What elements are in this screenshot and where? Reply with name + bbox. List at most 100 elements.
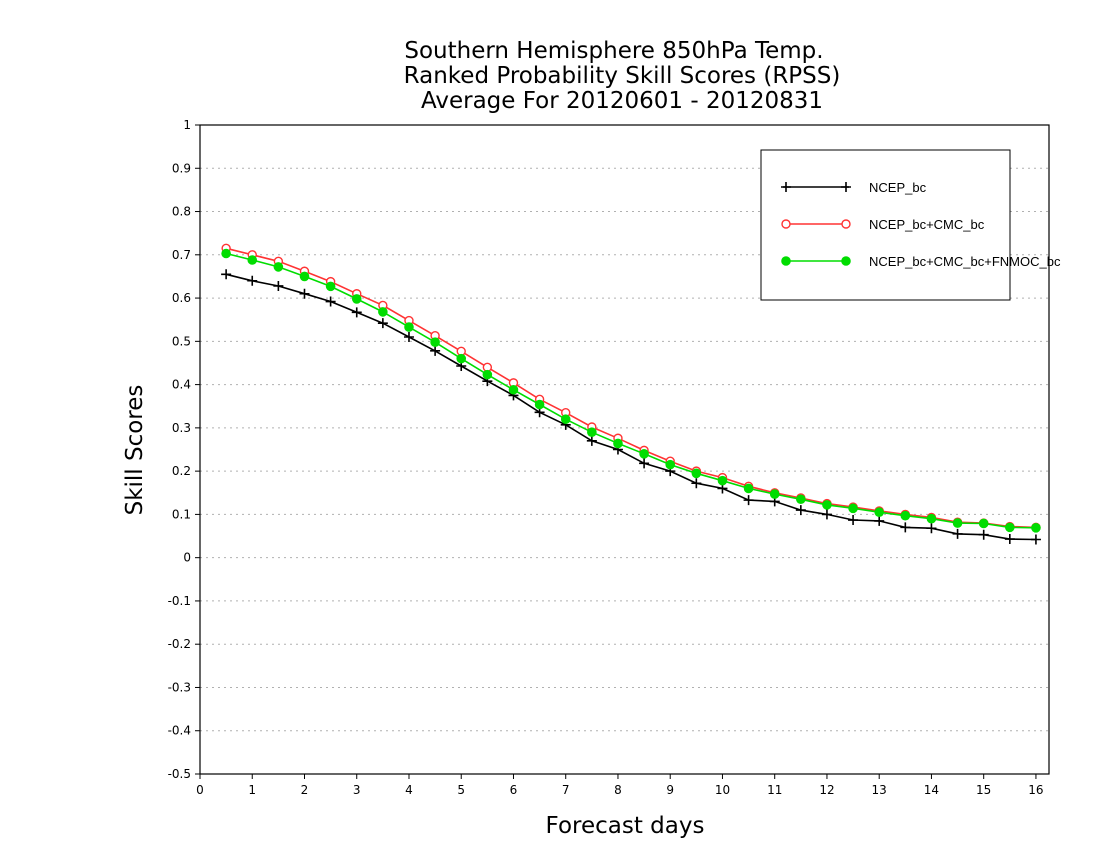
- chart-title: Southern Hemisphere 850hPa Temp. Ranked …: [404, 38, 841, 114]
- x-tick-label: 1: [248, 783, 256, 797]
- data-point: [781, 182, 791, 192]
- data-point: [848, 515, 859, 526]
- x-tick-label: 15: [976, 783, 991, 797]
- x-tick-label: 8: [614, 783, 622, 797]
- data-point: [403, 332, 414, 343]
- data-point: [613, 438, 623, 449]
- x-tick-label: 10: [715, 783, 730, 797]
- data-point: [841, 256, 851, 266]
- y-tick-label: 0.1: [172, 507, 191, 521]
- series-1: [221, 269, 1041, 545]
- legend-label: NCEP_bc: [869, 180, 927, 195]
- title-line-3: Average For 20120601 - 20120831: [421, 88, 823, 114]
- data-point: [378, 307, 388, 317]
- legend-item: NCEP_bc: [781, 180, 927, 195]
- y-tick-label: 0: [183, 551, 191, 565]
- x-axis-label: Forecast days: [546, 813, 705, 839]
- data-point: [952, 518, 963, 528]
- data-point: [639, 458, 650, 469]
- y-tick-label: 0.4: [172, 378, 191, 392]
- data-point: [560, 414, 571, 425]
- data-point: [456, 353, 467, 364]
- y-tick-label: 0.7: [172, 248, 191, 262]
- x-tick-label: 11: [767, 783, 782, 797]
- x-tick-label: 16: [1028, 783, 1043, 797]
- series-3: [221, 248, 1041, 533]
- y-tick-label: -0.1: [168, 594, 191, 608]
- data-point: [1030, 534, 1041, 545]
- data-point: [299, 288, 310, 299]
- data-point: [325, 296, 336, 307]
- data-point: [1004, 534, 1015, 545]
- x-tick-label: 5: [457, 783, 465, 797]
- data-point: [900, 522, 911, 533]
- data-point: [900, 510, 911, 521]
- data-point: [665, 459, 676, 470]
- data-point: [508, 384, 519, 395]
- data-point: [377, 318, 388, 329]
- data-point: [351, 294, 362, 304]
- x-tick-label: 3: [353, 783, 361, 797]
- data-point: [841, 219, 851, 229]
- x-tick-label: 13: [872, 783, 887, 797]
- x-tick-label: 6: [510, 783, 518, 797]
- data-point: [743, 495, 754, 506]
- data-point: [691, 478, 702, 489]
- data-point: [247, 255, 258, 265]
- data-point: [299, 271, 310, 282]
- y-tick-label: -0.5: [168, 767, 191, 781]
- x-tick-label: 7: [562, 783, 570, 797]
- data-point: [795, 505, 806, 516]
- series-line: [225, 273, 1036, 541]
- y-tick-label: 0.2: [172, 464, 191, 478]
- data-point: [874, 515, 885, 526]
- data-point: [639, 449, 649, 459]
- y-tick-label: 0.9: [172, 161, 191, 175]
- data-point: [273, 262, 284, 272]
- data-point: [404, 322, 414, 332]
- y-tick-label: -0.3: [168, 680, 191, 694]
- data-point: [1005, 522, 1015, 533]
- y-tick-label: 0.5: [172, 334, 191, 348]
- y-axis-ticks: -0.5 -0.4 -0.3 -0.2 -0.1 0 0.1 0.2 0.3 0.4 0.5 0.6 0…: [168, 118, 200, 781]
- y-tick-label: 0.3: [172, 421, 191, 435]
- legend-box: [760, 149, 1011, 301]
- data-point: [769, 489, 780, 499]
- legend-items: NCEP_bc NCEP_bc+CMC_bc NCEP_bc+CMC_bc+FNMO…: [781, 180, 1061, 269]
- data-point: [430, 345, 441, 356]
- data-point: [978, 529, 989, 540]
- data-point: [781, 256, 791, 266]
- data-point: [781, 219, 791, 229]
- title-line-1: Southern Hemisphere 850hPa Temp.: [404, 38, 823, 64]
- data-point: [351, 307, 362, 318]
- data-point: [926, 523, 937, 534]
- data-point: [796, 494, 806, 505]
- data-point: [926, 513, 937, 524]
- y-tick-label: 1: [183, 118, 191, 132]
- data-point: [822, 500, 832, 510]
- data-point: [325, 281, 336, 292]
- y-tick-label: 0.8: [172, 205, 191, 219]
- data-point: [587, 427, 597, 437]
- data-point: [743, 483, 754, 494]
- data-point: [430, 337, 440, 347]
- data-point: [482, 369, 493, 380]
- data-point: [1031, 523, 1041, 533]
- data-point: [848, 503, 858, 514]
- data-point: [717, 475, 728, 486]
- title-line-2: Ranked Probability Skill Scores (RPSS): [404, 63, 841, 89]
- x-axis-ticks: 0 1 2 3 4 5 6 7 8 9 10 11 12 13 14 15 16: [196, 774, 1044, 797]
- y-tick-label: 0.6: [172, 291, 191, 305]
- x-tick-label: 0: [196, 783, 204, 797]
- series-layer: [221, 243, 1041, 545]
- legend-item: NCEP_bc+CMC_bc+FNMOC_bc: [781, 254, 1061, 269]
- data-point: [978, 518, 989, 529]
- data-point: [534, 399, 545, 410]
- legend: NCEP_bc NCEP_bc+CMC_bc NCEP_bc+CMC_bc+FNMO…: [760, 149, 1061, 301]
- y-axis-label: Skill Scores: [122, 385, 148, 516]
- x-tick-label: 2: [301, 783, 309, 797]
- y-tick-label: -0.4: [168, 724, 191, 738]
- x-tick-label: 14: [924, 783, 939, 797]
- data-point: [247, 275, 258, 286]
- data-point: [273, 280, 284, 291]
